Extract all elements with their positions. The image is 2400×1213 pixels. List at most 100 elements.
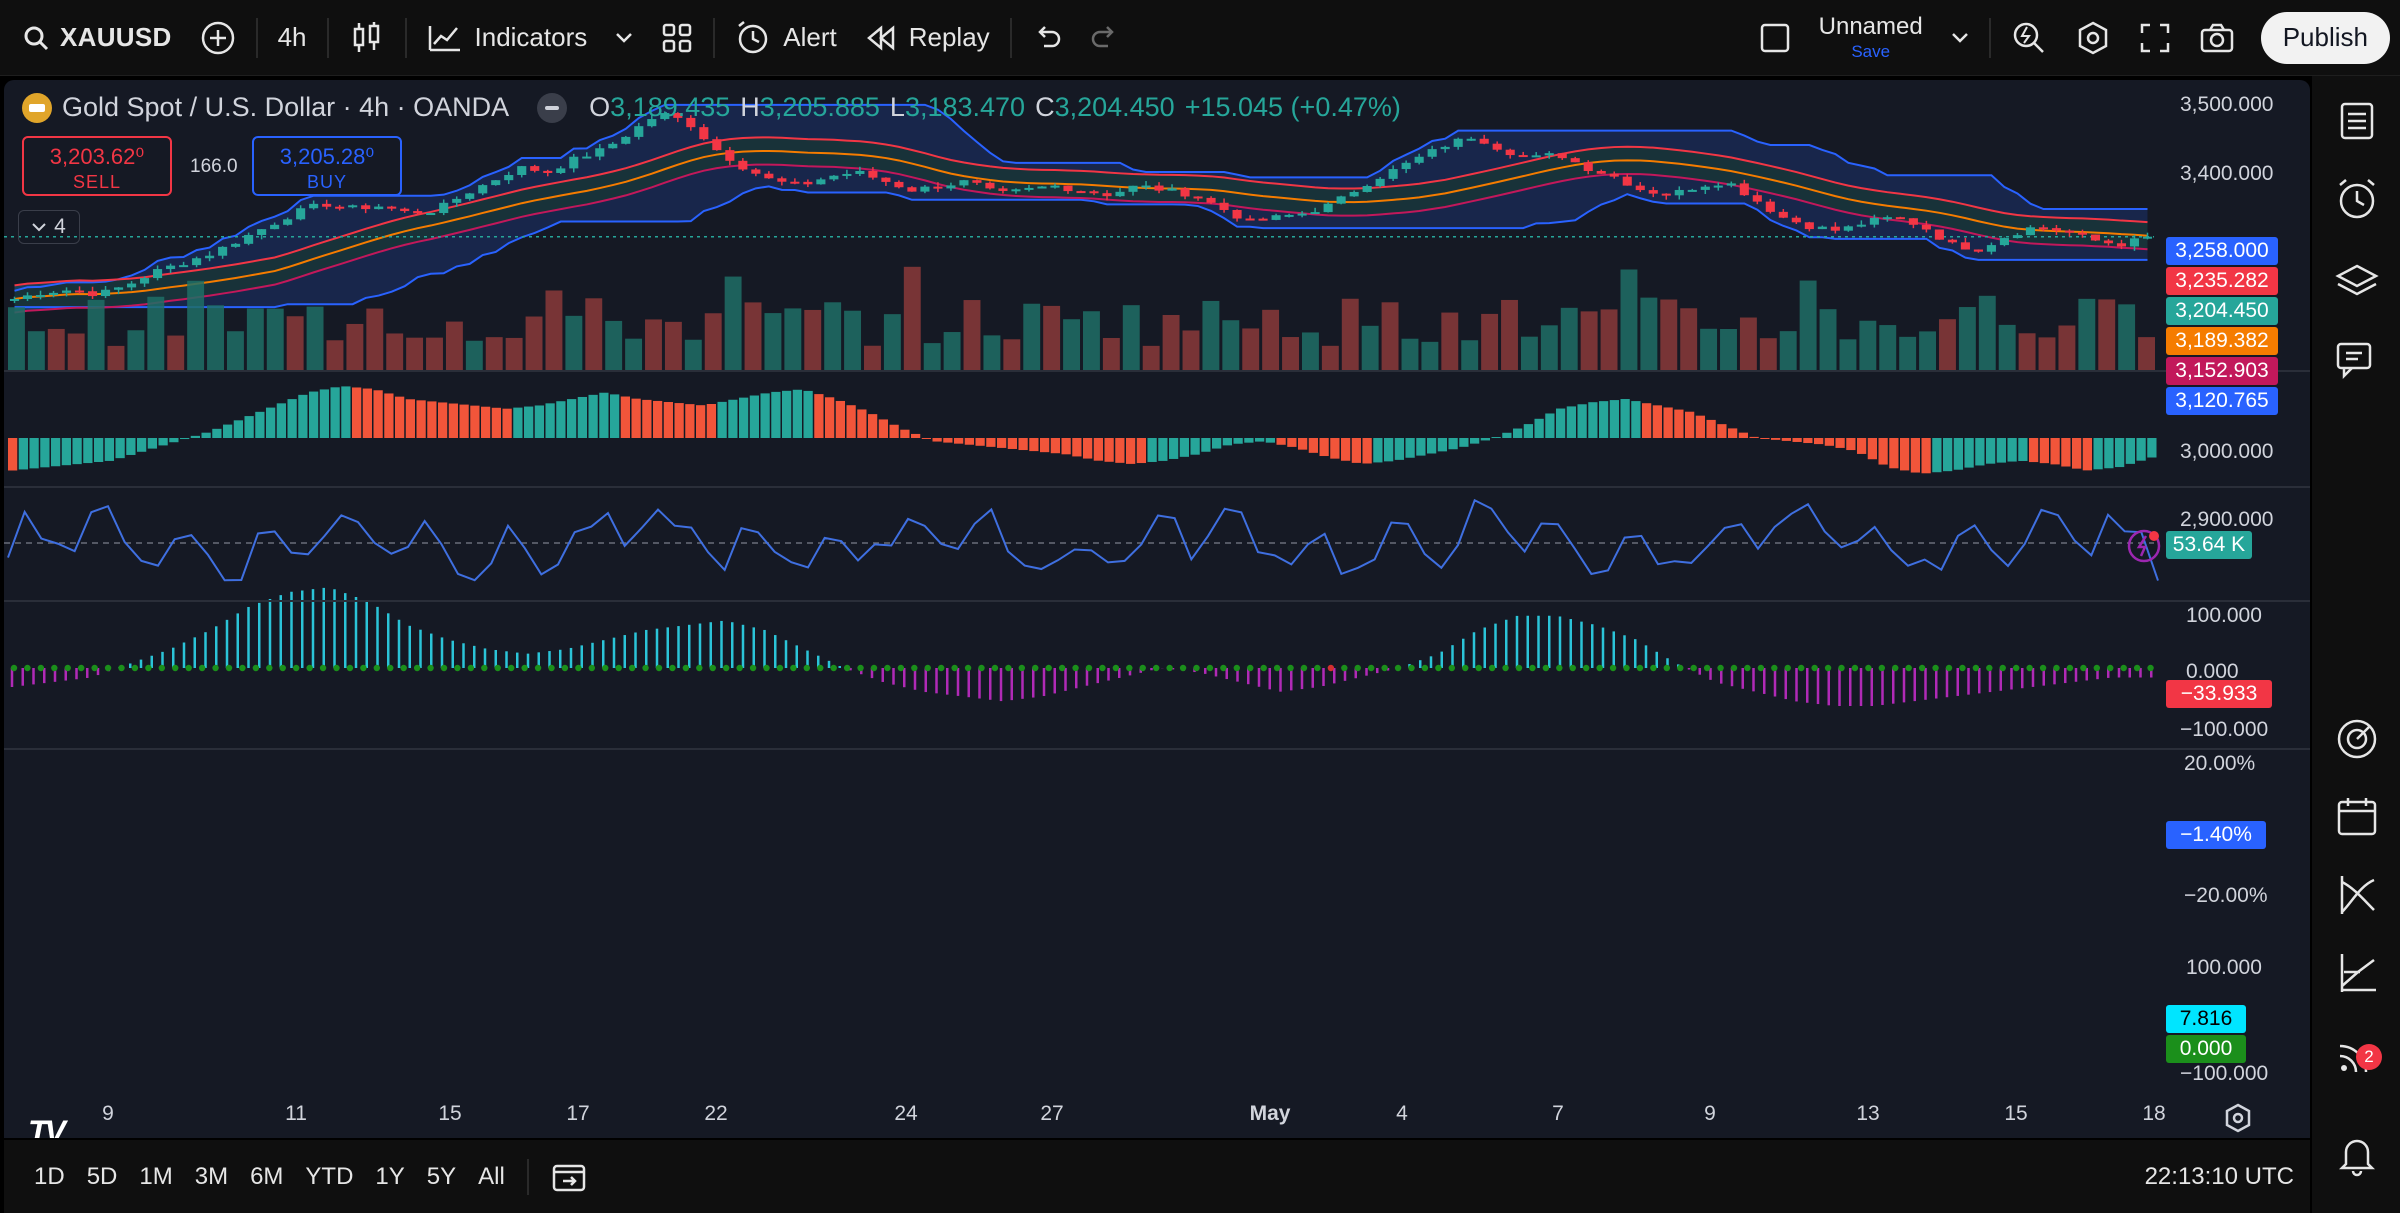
osc3-dot <box>1005 664 1012 672</box>
layout-toggle[interactable] <box>1745 10 1805 66</box>
candle-body <box>1063 185 1073 192</box>
oscillator-bar <box>330 387 340 438</box>
quick-search-button[interactable] <box>1997 10 2061 66</box>
watchlist-icon[interactable] <box>2334 98 2380 144</box>
interval-button[interactable]: 4h <box>277 22 307 52</box>
range-3m[interactable]: 3M <box>194 1162 229 1190</box>
range-1y[interactable]: 1Y <box>375 1162 405 1190</box>
oscillator-bar <box>51 438 61 467</box>
fullscreen-button[interactable] <box>2125 10 2185 66</box>
chat-icon[interactable] <box>2334 338 2380 384</box>
channel-lower-fill <box>14 164 2148 313</box>
oscillator-bar <box>1308 438 1318 453</box>
chart-canvas[interactable] <box>4 80 2310 1138</box>
range-all[interactable]: All <box>478 1162 505 1190</box>
layout-save-link[interactable]: Save <box>1851 42 1891 61</box>
spread-value: 166.0 <box>190 156 238 177</box>
volume-bar <box>1978 295 1996 372</box>
range-5y[interactable]: 5Y <box>426 1162 457 1190</box>
symbol-search[interactable]: XAUUSD <box>8 10 186 66</box>
redo-button[interactable] <box>1076 10 1134 66</box>
compare-button[interactable] <box>186 10 250 66</box>
volume-bar <box>1779 331 1797 372</box>
candle-body <box>985 182 995 189</box>
oscillator-bar <box>1599 401 1609 438</box>
goto-date-icon[interactable] <box>551 1161 587 1193</box>
pane-separator[interactable] <box>4 486 2310 488</box>
oscillator-bar <box>137 438 147 452</box>
chart-type-button[interactable] <box>335 10 399 66</box>
trend-icon[interactable] <box>2334 950 2380 996</box>
volume-bar <box>1680 308 1698 372</box>
undo-icon <box>1037 25 1060 47</box>
range-5d[interactable]: 5D <box>86 1162 118 1190</box>
replay-button[interactable]: Replay <box>851 10 1004 66</box>
candle-body <box>1297 213 1307 216</box>
pane-separator[interactable] <box>4 748 2310 750</box>
oscillator-bar <box>1620 399 1630 438</box>
volume-bar <box>87 299 105 372</box>
indicators-button[interactable]: Indicators <box>413 10 602 66</box>
notifications-bell-icon[interactable] <box>2334 1132 2380 1178</box>
buy-button[interactable]: 3,205.28⁰ BUY <box>252 136 402 196</box>
volume-bar <box>625 338 643 372</box>
oscillator-bar <box>1674 409 1684 438</box>
snapshot-button[interactable] <box>2185 10 2249 66</box>
osc3-dot <box>964 664 972 672</box>
osc3-dot <box>2147 664 2154 672</box>
layout-name-button[interactable]: Unnamed Save <box>1805 10 1937 66</box>
range-6m[interactable]: 6M <box>250 1162 284 1190</box>
candle-body <box>1687 189 1697 192</box>
clock-utc[interactable]: 22:13:10 UTC <box>2144 1162 2294 1190</box>
layers-icon[interactable] <box>2334 260 2380 306</box>
oscillator-bar <box>298 394 308 438</box>
osc3-dot <box>2107 664 2114 672</box>
candle-body <box>1830 226 1840 231</box>
range-1d[interactable]: 1D <box>34 1162 65 1190</box>
tradingview-logo[interactable]: TV <box>28 1114 66 1138</box>
candle-body <box>48 292 59 296</box>
range-ytd[interactable]: YTD <box>305 1162 354 1190</box>
flash-alert-icon[interactable] <box>2126 528 2162 564</box>
indicators-collapse-button[interactable]: 4 <box>18 210 80 244</box>
templates-button[interactable] <box>647 10 707 66</box>
osc3-dot <box>1945 664 1953 672</box>
sell-price: 3,203.62⁰ <box>49 144 145 169</box>
oscillator-bar <box>1179 438 1189 457</box>
osc3-dot <box>642 664 649 672</box>
chart-area[interactable]: Gold Spot / U.S. Dollar · 4h · OANDA O 3,… <box>4 80 2310 1138</box>
candle-body <box>647 119 657 127</box>
undo-button[interactable] <box>1018 10 1076 66</box>
hide-legend-icon[interactable] <box>537 92 568 123</box>
oscillator-bar <box>943 438 953 443</box>
pane-separator[interactable] <box>4 600 2310 602</box>
candle-body <box>1713 185 1723 188</box>
ideas-icon[interactable] <box>2334 872 2380 918</box>
oscillator-bar <box>1136 438 1146 464</box>
axis-settings-icon[interactable] <box>2222 1102 2254 1134</box>
alert-button[interactable]: Alert <box>721 10 850 66</box>
candle-body <box>1778 211 1788 218</box>
calendar-icon[interactable] <box>2334 794 2380 840</box>
candle-body <box>569 156 579 169</box>
osc1-value-tag: −33.933 <box>2166 680 2272 708</box>
range-1m[interactable]: 1M <box>139 1162 173 1190</box>
sell-button[interactable]: 3,203.62⁰ SELL <box>22 136 172 196</box>
osc3-dot <box>870 664 878 672</box>
settings-button[interactable] <box>2061 10 2125 66</box>
candle-body <box>348 205 358 208</box>
candle-body <box>1375 178 1385 186</box>
osc2-axis-label: 20.00% <box>2184 752 2256 775</box>
layout-dropdown[interactable] <box>1937 10 1983 66</box>
volume-bar <box>1640 297 1658 372</box>
candle-body <box>920 186 930 192</box>
osc3-dot <box>1744 664 1751 672</box>
pane-separator[interactable] <box>4 370 2310 372</box>
indicators-dropdown[interactable] <box>601 10 647 66</box>
divider <box>526 1158 529 1195</box>
publish-button[interactable]: Publish <box>2260 11 2390 64</box>
target-icon[interactable] <box>2334 716 2380 762</box>
volume-bar <box>1481 313 1499 372</box>
alerts-clock-icon[interactable] <box>2334 176 2380 222</box>
candle-body <box>2012 235 2022 239</box>
